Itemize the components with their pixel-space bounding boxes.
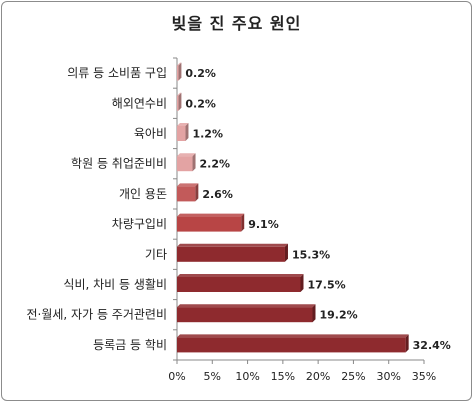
category-label: 개인 용돈 xyxy=(119,187,167,201)
data-label: 17.5% xyxy=(308,279,346,292)
x-tick-label: 30% xyxy=(376,370,400,383)
category-label: 육아비 xyxy=(134,127,167,141)
category-label: 해외연수비 xyxy=(112,96,167,110)
bar xyxy=(177,156,193,172)
bar-side-face xyxy=(405,334,409,353)
bar xyxy=(177,126,186,141)
category-label: 학원 등 취업준비비 xyxy=(71,157,167,171)
bar-top-face xyxy=(177,123,189,126)
chart-title: 빚을 진 주요 원인 xyxy=(171,14,302,33)
x-tick-label: 25% xyxy=(341,370,365,383)
category-label: 등록금 등 학비 xyxy=(93,338,167,352)
bar-top-face xyxy=(177,334,409,338)
data-label: 32.4% xyxy=(413,339,451,352)
bar-top-face xyxy=(177,274,304,277)
category-label: 기타 xyxy=(145,247,167,261)
bar-side-face xyxy=(300,274,304,292)
data-label: 15.3% xyxy=(292,248,330,261)
bar-top-face xyxy=(177,183,199,187)
bar-side-face xyxy=(312,304,316,323)
x-tick-label: 35% xyxy=(412,370,436,383)
category-label: 의류 등 소비품 구입 xyxy=(67,66,167,80)
bar-top-face xyxy=(177,62,182,66)
data-label: 2.6% xyxy=(202,188,233,201)
bar-side-face xyxy=(241,213,245,232)
bar-top-face xyxy=(177,153,196,157)
bar-side-face xyxy=(195,183,199,202)
bar-top-face xyxy=(177,92,182,96)
bar-side-face xyxy=(178,62,182,81)
bar xyxy=(177,216,242,232)
data-label: 19.2% xyxy=(319,309,357,322)
bar xyxy=(177,337,406,353)
category-label: 식비, 차비 등 생활비 xyxy=(63,278,167,292)
bar xyxy=(177,65,179,81)
x-tick-label: 10% xyxy=(235,370,259,383)
bar xyxy=(177,277,301,292)
bar xyxy=(177,186,196,202)
data-label: 0.2% xyxy=(185,97,216,110)
data-label: 9.1% xyxy=(248,218,279,231)
x-tick-label: 20% xyxy=(306,370,330,383)
bar xyxy=(177,246,285,262)
data-label: 1.2% xyxy=(192,128,223,141)
category-label: 차량구입비 xyxy=(112,217,167,231)
bar-side-face xyxy=(178,92,182,111)
x-tick-label: 5% xyxy=(204,370,221,383)
bar-side-face xyxy=(284,243,288,262)
x-tick-label: 15% xyxy=(271,370,295,383)
data-label: 2.2% xyxy=(200,158,231,171)
bar-top-face xyxy=(177,304,316,308)
category-label: 전·월세, 자가 등 주거관련비 xyxy=(26,308,167,322)
bar-side-face xyxy=(192,153,196,172)
bar-top-face xyxy=(177,243,288,247)
bar-top-face xyxy=(177,213,245,217)
bar xyxy=(177,95,179,111)
bar-side-face xyxy=(185,123,189,141)
x-tick-label: 0% xyxy=(168,370,185,383)
bar xyxy=(177,307,313,323)
data-label: 0.2% xyxy=(185,67,216,80)
